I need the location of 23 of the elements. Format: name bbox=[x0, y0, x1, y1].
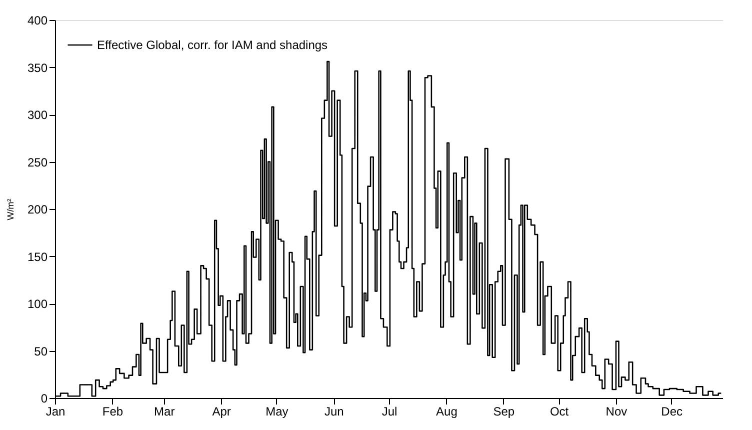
x-tick-label: May bbox=[266, 404, 288, 418]
y-tick-label: 150 bbox=[27, 250, 48, 264]
x-tick-label: Oct bbox=[550, 404, 570, 418]
x-tick-label: Dec bbox=[661, 404, 683, 418]
legend-label: Effective Global, corr. for IAM and shadings bbox=[97, 38, 328, 52]
y-tick-label: 350 bbox=[27, 60, 48, 75]
x-tick-label: Jun bbox=[324, 404, 344, 418]
y-axis-title: W/m² bbox=[5, 198, 16, 220]
x-tick-label: Sep bbox=[493, 404, 515, 418]
y-tick-label: 50 bbox=[34, 344, 48, 358]
y-tick-label: 0 bbox=[40, 392, 48, 406]
x-tick-label: Feb bbox=[102, 404, 124, 418]
y-tick-label: 250 bbox=[27, 155, 48, 170]
x-tick-label: Nov bbox=[606, 404, 628, 418]
y-tick-label: 300 bbox=[27, 108, 48, 122]
y-tick-label: 100 bbox=[27, 297, 48, 311]
x-tick-label: Jan bbox=[46, 404, 66, 418]
x-tick-label: Jul bbox=[382, 404, 398, 418]
x-tick-label: Aug bbox=[436, 404, 458, 418]
x-tick-label: Mar bbox=[154, 404, 175, 418]
y-tick-label: 200 bbox=[27, 202, 48, 216]
y-tick-label: 400 bbox=[27, 14, 48, 28]
x-tick-label: Apr bbox=[212, 404, 231, 418]
